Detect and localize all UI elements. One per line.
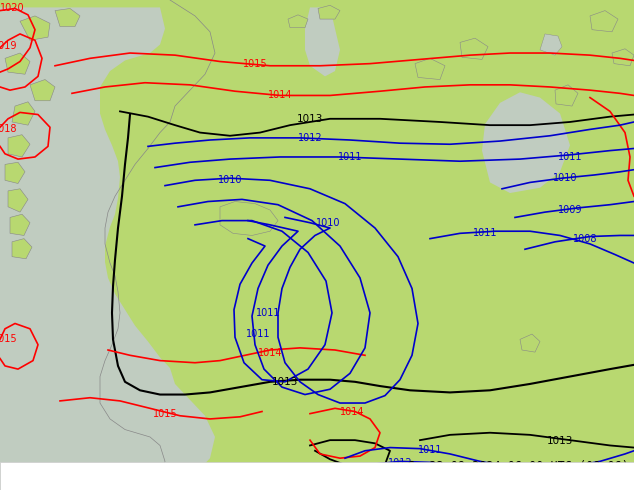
Polygon shape [460, 38, 488, 59]
Polygon shape [590, 11, 618, 32]
Text: 1013: 1013 [272, 377, 298, 387]
Text: Su 22-09-2024 06:00 UTC (00+06): Su 22-09-2024 06:00 UTC (00+06) [408, 460, 629, 473]
Polygon shape [20, 16, 50, 40]
Polygon shape [220, 201, 278, 236]
Polygon shape [555, 85, 578, 106]
Text: 1015: 1015 [0, 334, 17, 344]
Polygon shape [8, 189, 28, 212]
Text: 1011: 1011 [418, 445, 443, 455]
Polygon shape [55, 8, 80, 26]
Text: 1014: 1014 [340, 407, 365, 416]
Text: 1011: 1011 [558, 152, 582, 162]
Text: 1019: 1019 [0, 41, 17, 50]
Text: 1012: 1012 [387, 459, 412, 468]
Text: 1011: 1011 [256, 308, 280, 318]
Polygon shape [415, 58, 445, 79]
Polygon shape [12, 102, 35, 125]
Polygon shape [10, 214, 30, 236]
Text: 1014: 1014 [258, 348, 282, 358]
Polygon shape [305, 7, 340, 76]
Text: 1014: 1014 [268, 91, 292, 100]
Polygon shape [288, 15, 308, 27]
Polygon shape [482, 92, 570, 193]
Text: 1010: 1010 [217, 175, 242, 185]
Text: 1011: 1011 [338, 152, 362, 162]
Text: 1010: 1010 [553, 173, 577, 183]
Text: 1020: 1020 [0, 3, 24, 14]
Polygon shape [0, 7, 215, 490]
Text: 1013: 1013 [547, 436, 573, 446]
Text: 1010: 1010 [316, 218, 340, 228]
Polygon shape [5, 162, 25, 183]
Text: Surface pressure [hPa] 557ww: Surface pressure [hPa] 557ww [5, 465, 205, 478]
Text: ©weatheronline.co.uk: ©weatheronline.co.uk [505, 476, 629, 486]
Polygon shape [612, 49, 634, 66]
Polygon shape [520, 334, 540, 352]
Text: 1015: 1015 [153, 409, 178, 418]
Polygon shape [540, 34, 562, 55]
Text: 1013: 1013 [297, 114, 323, 124]
Polygon shape [8, 135, 30, 157]
Polygon shape [30, 79, 55, 101]
Polygon shape [318, 5, 340, 19]
Text: 1015: 1015 [243, 59, 268, 69]
Polygon shape [5, 53, 30, 74]
Text: 1011: 1011 [473, 228, 497, 238]
Text: 1012: 1012 [298, 133, 322, 143]
Polygon shape [12, 239, 32, 259]
Text: 1008: 1008 [573, 234, 597, 244]
Text: 1018: 1018 [0, 124, 17, 134]
Text: 1011: 1011 [246, 329, 270, 339]
Text: 1009: 1009 [558, 205, 582, 215]
